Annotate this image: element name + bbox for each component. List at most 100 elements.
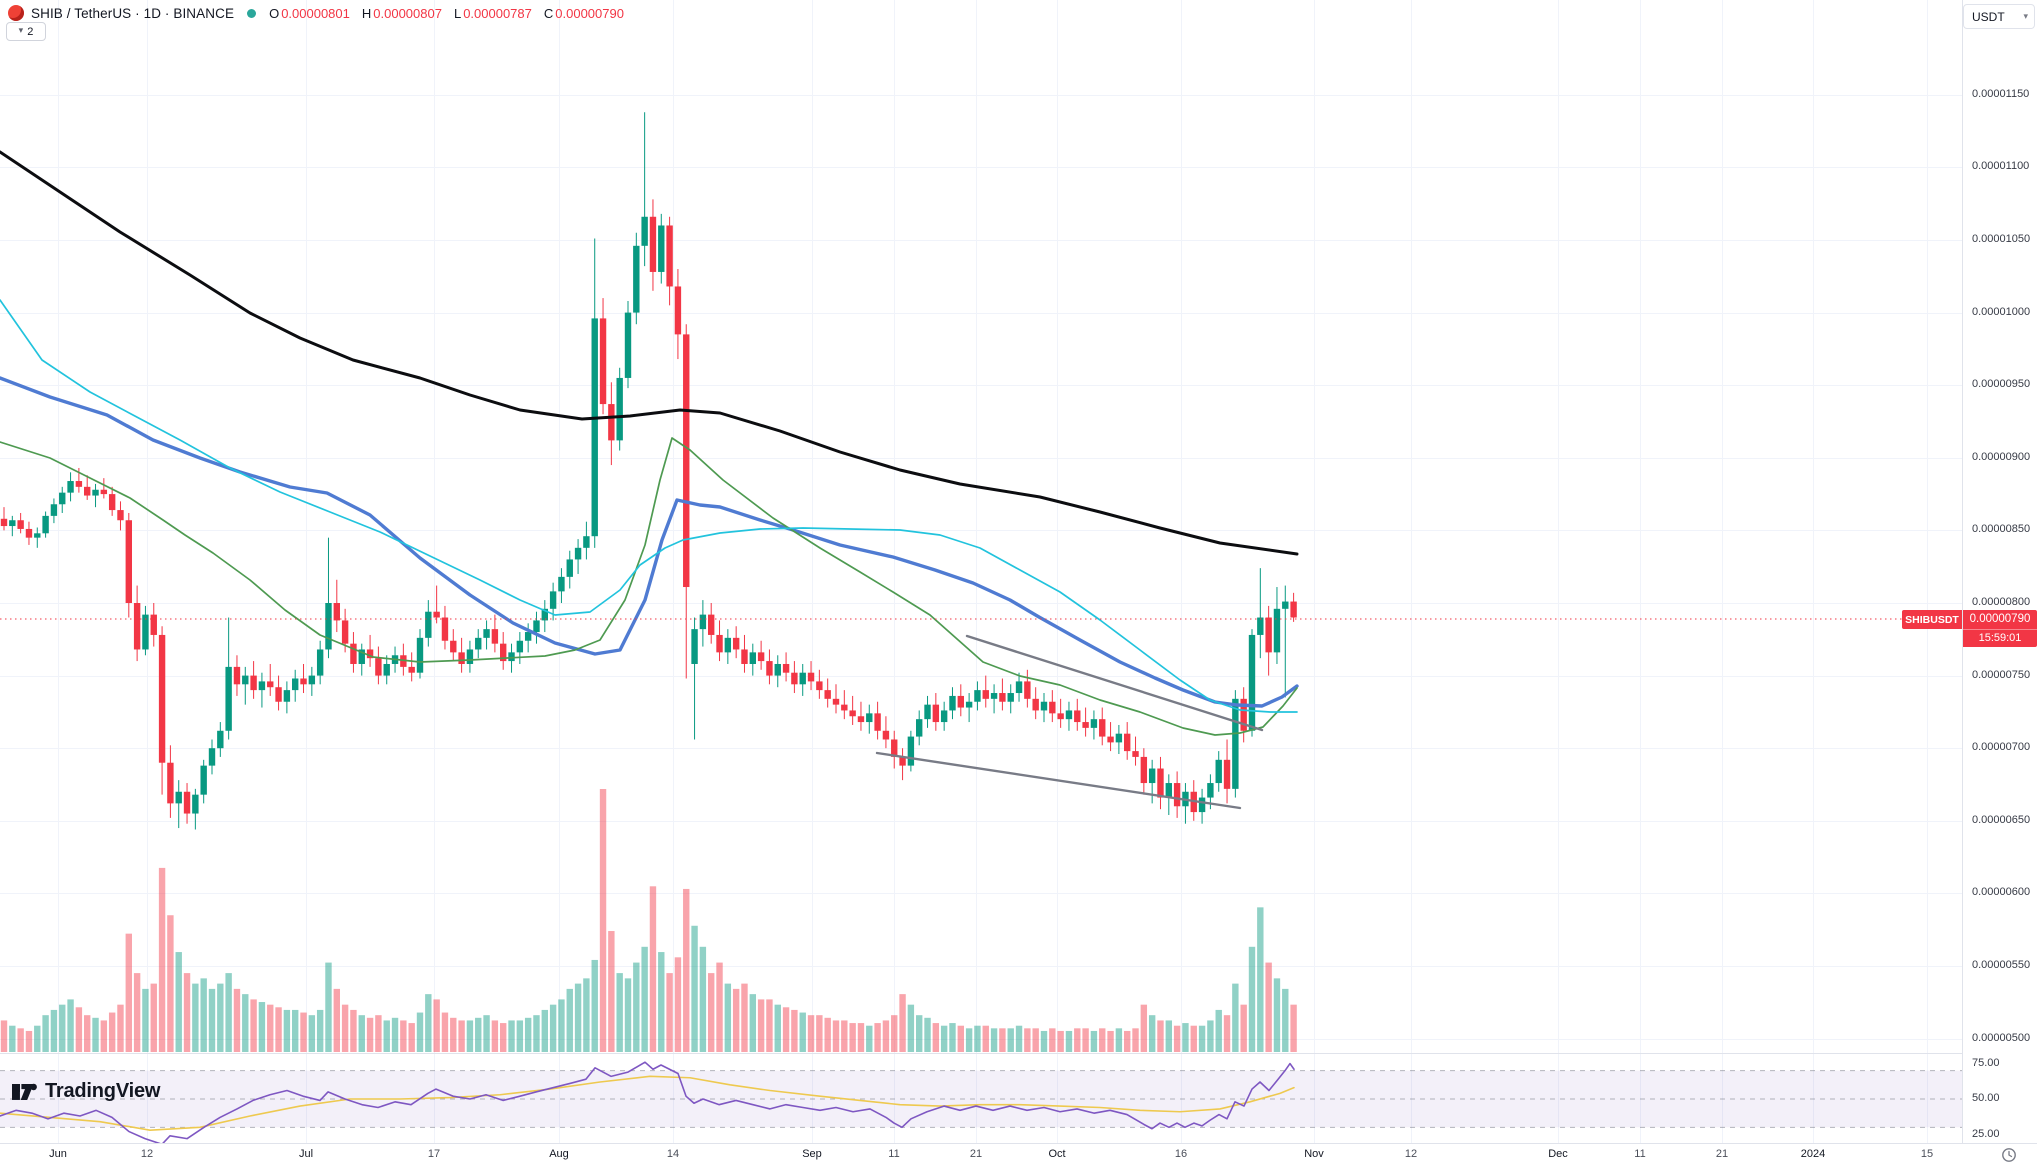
volume-bar xyxy=(125,933,132,1052)
candle-body xyxy=(724,637,732,653)
time-axis[interactable]: Jun 12 Jul 17 Aug 14 Sep 11 21 Oct 16 Nov 12 Dec 11 21 2… xyxy=(0,1143,2037,1165)
indicator-count: 2 xyxy=(27,25,34,38)
candle-body xyxy=(42,515,49,534)
volume-bar xyxy=(167,915,174,1052)
candle-body xyxy=(816,681,823,691)
price-axis[interactable]: 0.00001150 0.00001100 0.00001050 0.00001000… xyxy=(1962,0,2037,1143)
pane-separator[interactable] xyxy=(0,1053,2037,1054)
candle-body xyxy=(17,520,24,529)
ma-mid-blue xyxy=(0,376,1299,708)
volume-bar xyxy=(516,1020,524,1052)
candle-body xyxy=(1173,783,1181,807)
candle-body xyxy=(425,611,432,638)
volume-bar xyxy=(1057,1030,1064,1052)
volume-bar xyxy=(1273,978,1281,1052)
candle-body xyxy=(75,481,83,487)
candle-body xyxy=(275,687,282,702)
volume-bar xyxy=(824,1017,831,1052)
candle-body xyxy=(916,719,923,737)
volume-bar xyxy=(267,1004,274,1052)
volume-bar xyxy=(982,1025,989,1052)
candle-body xyxy=(716,634,723,653)
candle-body xyxy=(807,672,815,682)
volume-bar xyxy=(566,988,573,1052)
candle-body xyxy=(683,334,690,588)
candle-body xyxy=(458,652,465,664)
volume-bar xyxy=(1140,1004,1148,1052)
symbol-legend[interactable]: SHIB / TetherUS · 1D · BINANCE O 0.000008… xyxy=(8,3,624,23)
candle-body xyxy=(283,690,291,702)
volume-bar xyxy=(1015,1025,1023,1052)
volume-bar xyxy=(217,983,224,1052)
volume-bar xyxy=(1082,1028,1089,1052)
candle-body xyxy=(125,520,132,603)
clock-icon[interactable] xyxy=(2001,1147,2017,1163)
volume-bar xyxy=(882,1020,890,1052)
last-price-symbol-tag: SHIBUSDT xyxy=(1902,610,1962,629)
market-status-dot-icon[interactable] xyxy=(247,8,257,18)
candle-body xyxy=(990,693,998,699)
time-axis-label: 2024 xyxy=(1800,1148,1826,1160)
volume-bar xyxy=(1257,907,1264,1052)
currency-toggle-button[interactable]: USDT ▾ xyxy=(1963,4,2035,29)
candle-body xyxy=(183,791,191,814)
volume-bar xyxy=(1215,1009,1222,1052)
symbol-title[interactable]: SHIB / TetherUS · 1D · BINANCE xyxy=(31,5,235,21)
candle-body xyxy=(208,748,216,766)
candle-body xyxy=(516,640,524,653)
price-axis-label: 0.00000750 xyxy=(1972,669,2031,681)
candle-body xyxy=(1240,698,1247,731)
volume-bar xyxy=(358,1015,365,1052)
volume-bar xyxy=(782,1007,790,1052)
volume-bar xyxy=(275,1007,282,1052)
volume-bar xyxy=(957,1025,964,1052)
candle-body xyxy=(0,518,8,527)
volume-bar xyxy=(67,999,74,1052)
candle-body xyxy=(142,614,149,650)
tradingview-watermark[interactable]: TradingView xyxy=(12,1080,160,1103)
time-axis-label: Jun xyxy=(49,1148,67,1160)
last-price-axis-label: 0.00000790 15:59:01 xyxy=(1963,610,2037,647)
volume-bar xyxy=(841,1020,848,1052)
indicator-collapse-button[interactable]: ▾ 2 xyxy=(6,22,46,41)
volume-bar xyxy=(1132,1028,1139,1052)
candle-body xyxy=(9,520,16,527)
volume-bar xyxy=(391,1017,399,1052)
candle-body xyxy=(67,481,74,493)
volume-bar xyxy=(1099,1028,1106,1052)
price-axis-label: 0.00000850 xyxy=(1972,523,2031,535)
candle-body xyxy=(1040,701,1048,711)
candle-body xyxy=(641,216,648,246)
shib-logo-icon xyxy=(8,5,24,21)
price-axis-label: 0.00001100 xyxy=(1972,160,2030,172)
candle-body xyxy=(974,690,981,702)
volume-bar xyxy=(708,973,715,1052)
volume-bar xyxy=(9,1025,16,1052)
price-axis-label: 0.00001050 xyxy=(1972,233,2031,245)
volume-bar xyxy=(866,1025,873,1052)
volume-bar xyxy=(1232,983,1239,1052)
volume-bar xyxy=(400,1020,407,1052)
volume-bar xyxy=(1173,1025,1181,1052)
volume-bar xyxy=(150,983,157,1052)
volume-bar xyxy=(774,1004,781,1052)
time-axis-label: Nov xyxy=(1304,1148,1324,1160)
ohlc-item: C 0.00000790 xyxy=(543,5,624,21)
candle-body xyxy=(857,716,865,723)
candle-body xyxy=(907,736,915,766)
volume-bar xyxy=(292,1009,299,1052)
candle-body xyxy=(491,629,499,644)
time-axis-label: 17 xyxy=(427,1148,441,1160)
candle-body xyxy=(1248,634,1256,731)
candle-body xyxy=(408,666,415,673)
volume-bar xyxy=(175,952,182,1052)
candle-body xyxy=(1115,733,1123,743)
candle-body xyxy=(674,286,682,335)
candle-body xyxy=(108,494,116,511)
volume-bar xyxy=(383,1020,390,1052)
candle-body xyxy=(508,652,515,662)
candle-body xyxy=(691,629,698,664)
candle-body xyxy=(250,675,257,691)
candle-body xyxy=(1082,722,1089,728)
